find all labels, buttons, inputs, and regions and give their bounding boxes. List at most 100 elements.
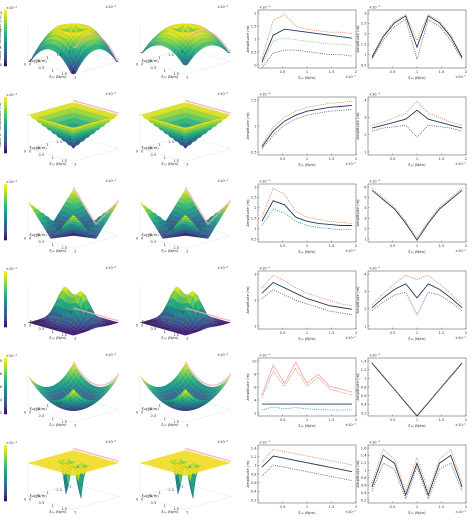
colorbar-segment [4, 487, 7, 491]
x-tick-label: 0.5 [151, 501, 157, 505]
y-exponent-label: ×10⁻³ [259, 180, 270, 184]
colorbar-segment [4, 46, 7, 50]
colorbar-segment [4, 287, 7, 291]
x-tick-label: 0.5 [390, 331, 396, 335]
y-tick-label: 3 [254, 272, 256, 276]
y-tick-label: 3 [364, 11, 366, 15]
x-axis-label: ξ₁₀ (N/m) [298, 162, 316, 167]
line-plot-r6c3: 0.5 1 1.5 2 1.4 1.2 1 0.8 0.6 0.4 0.2 ξ₁₀ (N/m) Ampl… [245, 441, 357, 516]
y-exponent-label: ×10⁻³ [259, 354, 270, 358]
colorbar-segment [4, 234, 7, 238]
exponent-label: ×10⁻⁴ [217, 440, 228, 444]
x-tick-label: 0.5 [39, 153, 45, 157]
colorbar-segment [4, 459, 7, 463]
colorbar-segment [4, 184, 7, 188]
x-tick-label: 0 [29, 324, 32, 328]
x-tick-label: 0.5 [280, 157, 286, 161]
y-tick-label: 2 [69, 311, 71, 315]
colorbar-segment [4, 116, 7, 120]
x-tick-label: 1 [416, 505, 418, 509]
axis-floor [139, 48, 232, 75]
y-tick-label: 1.5 [56, 140, 62, 144]
y-axis-label: ξ₁₀ (N/m) [142, 58, 160, 63]
colorbar-segment [4, 40, 7, 44]
y-tick-label: 1.5 [56, 314, 62, 318]
y-tick-label: 1.5 [251, 98, 257, 102]
colorbar-segment [4, 21, 7, 25]
y-tick-label: 1 [254, 37, 256, 41]
colorbar-segment [4, 475, 7, 479]
colorbar-segment [4, 324, 7, 328]
colorbar-segment [4, 63, 7, 67]
x-tick-label: 1.5 [61, 159, 67, 163]
colorbar-segment [4, 139, 7, 143]
colorbar-segment [4, 220, 7, 224]
colorbar-tick: 0 [0, 63, 3, 67]
colorbar-segment [4, 99, 7, 103]
x-tick-label: 0.5 [151, 327, 157, 331]
colorbar-segment [4, 18, 7, 22]
x-tick-label: 1 [164, 504, 166, 508]
y-exponent-label: ×10⁻³ [369, 6, 380, 10]
colorbar-segment [4, 315, 7, 319]
plot-area [257, 9, 357, 69]
y-exponent-label: ×10⁻³ [259, 93, 270, 97]
y-tick-label: 0.6 [251, 481, 257, 485]
colorbar-segment [4, 366, 7, 370]
y-tick-label: 4 [364, 206, 367, 210]
x-axis-label: ξ₁₀ (N/m) [408, 423, 426, 428]
x-exponent-label: ×10⁻⁵ [455, 75, 466, 79]
series-line-1 [261, 104, 353, 148]
x-tick-label: 1.5 [329, 505, 335, 509]
y-tick-label: 3 [254, 185, 256, 189]
y-tick-label: 0 [24, 411, 27, 415]
colorbar-segment [4, 200, 7, 204]
y-tick-label: 0 [136, 63, 139, 67]
colorbar-segment [4, 290, 7, 294]
y-tick-label: 1 [364, 150, 366, 154]
x-tick-label: 0 [141, 237, 144, 241]
y-tick-label: 2 [181, 50, 183, 54]
y-tick-label: 1 [254, 464, 256, 468]
x-tick-label: 1 [416, 418, 418, 422]
y-axis-label: Amplitude (m) [355, 286, 360, 314]
y-exponent-label: ×10⁻³ [259, 441, 270, 445]
y-axis-label: Amplitude (m) [245, 460, 250, 488]
y-tick-label: 0.5 [34, 146, 40, 150]
x-tick-label: 1.5 [439, 70, 445, 74]
series-line-2 [371, 13, 463, 57]
y-axis-label: ξ₁₀ (N/m) [142, 406, 160, 411]
colorbar-tick: 6 [0, 385, 3, 389]
y-tick-label: 1 [159, 143, 161, 147]
x-tick-label: 1 [306, 244, 308, 248]
y-tick-label: 1 [47, 491, 49, 495]
x-tick-label: 2 [465, 70, 467, 74]
colorbar-tick: 8 [0, 372, 3, 376]
x-tick-label: 0.5 [151, 66, 157, 70]
y-exponent-label: ×10⁻³ [369, 93, 380, 97]
x-tick-label: 2 [74, 336, 76, 340]
colorbar-segment [4, 212, 7, 216]
y-tick-label: 0.5 [146, 59, 152, 63]
colorbar-segment [4, 363, 7, 367]
x-exponent-label: ×10⁻⁵ [345, 336, 356, 340]
x-tick-label: 1 [164, 243, 166, 247]
surface-patch [139, 375, 146, 384]
x-tick-label: 2 [355, 418, 357, 422]
colorbar-segment [4, 144, 7, 148]
y-tick-label: 2 [364, 307, 366, 311]
x-tick-label: 2 [186, 510, 188, 514]
y-tick-label: 0.5 [146, 146, 152, 150]
x-axis-label: ξ₁₀ (N/m) [408, 249, 426, 254]
exponent-label: ×10⁻⁴ [105, 353, 116, 357]
y-tick-label: 0.5 [251, 150, 257, 154]
y-tick-label: 0.8 [361, 476, 367, 480]
y-tick-label: 3 [364, 116, 366, 120]
x-tick-label: 1.5 [329, 244, 335, 248]
x-tick-label: 2 [74, 75, 76, 79]
series-line-4 [261, 49, 353, 69]
x-exponent-label: ×10⁻⁵ [345, 162, 356, 166]
colorbar-segment [4, 453, 7, 457]
